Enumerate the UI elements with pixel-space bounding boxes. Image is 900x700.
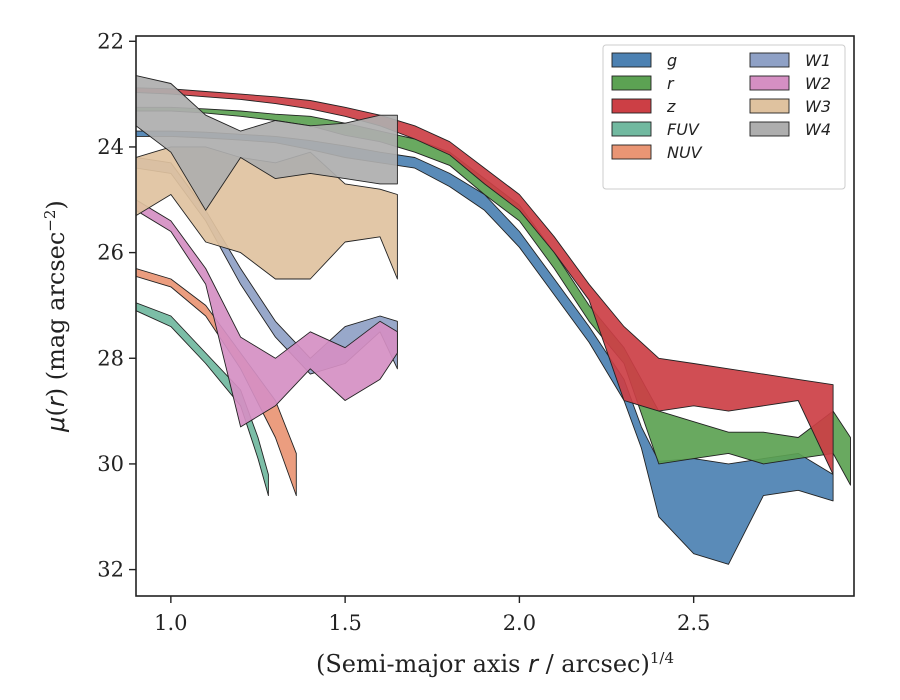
- plot-frame: [135, 35, 855, 597]
- y-tick-label: 22: [97, 29, 124, 53]
- legend-swatch-nuv: [611, 144, 652, 160]
- legend-swatch-fuv: [611, 121, 652, 137]
- legend-label-w4: W4: [805, 120, 831, 139]
- legend-label-r: r: [667, 74, 675, 93]
- x-axis: 1.0 1.5 2.0 2.5: [154, 596, 710, 635]
- y-axis-label: μ(r) (mag arcsec−2): [41, 200, 70, 433]
- x-tick-label: 1.0: [154, 611, 187, 635]
- x-tick-label: 1.5: [328, 611, 361, 635]
- legend-label-w2: W2: [805, 74, 831, 93]
- y-tick-label: 30: [97, 452, 124, 476]
- legend-label-w1: W1: [805, 51, 831, 70]
- profile-bands: [136, 75, 851, 565]
- band-w2: [136, 199, 398, 428]
- y-tick-label: 28: [97, 346, 124, 370]
- y-tick-label: 26: [97, 241, 124, 265]
- legend-swatch-w2: [749, 75, 790, 91]
- legend-swatch-z: [611, 98, 652, 114]
- legend-swatch-w1: [749, 52, 790, 68]
- x-axis-label: (Semi-major axis r / arcsec)1/4: [316, 649, 674, 678]
- legend-swatch-g: [611, 52, 652, 68]
- legend-label-nuv: NUV: [667, 143, 703, 162]
- legend-swatch-r: [611, 75, 652, 91]
- legend-label-g: g: [667, 51, 677, 70]
- legend: grz FUV NUV W1 W2 W3 W4: [602, 44, 846, 190]
- legend-swatch-w4: [749, 121, 790, 137]
- legend-swatch-w3: [749, 98, 790, 114]
- x-tick-label: 2.5: [677, 611, 710, 635]
- y-axis: 22 24 26 28 30 32: [97, 29, 136, 582]
- legend-label-fuv: FUV: [667, 120, 700, 139]
- band-nuv: [136, 268, 297, 497]
- y-tick-label: 32: [97, 558, 124, 582]
- band-w4: [136, 75, 398, 211]
- legend-label-w3: W3: [805, 97, 831, 116]
- legend-label-z: z: [666, 97, 676, 116]
- y-tick-label: 24: [97, 135, 124, 159]
- x-tick-label: 2.0: [503, 611, 536, 635]
